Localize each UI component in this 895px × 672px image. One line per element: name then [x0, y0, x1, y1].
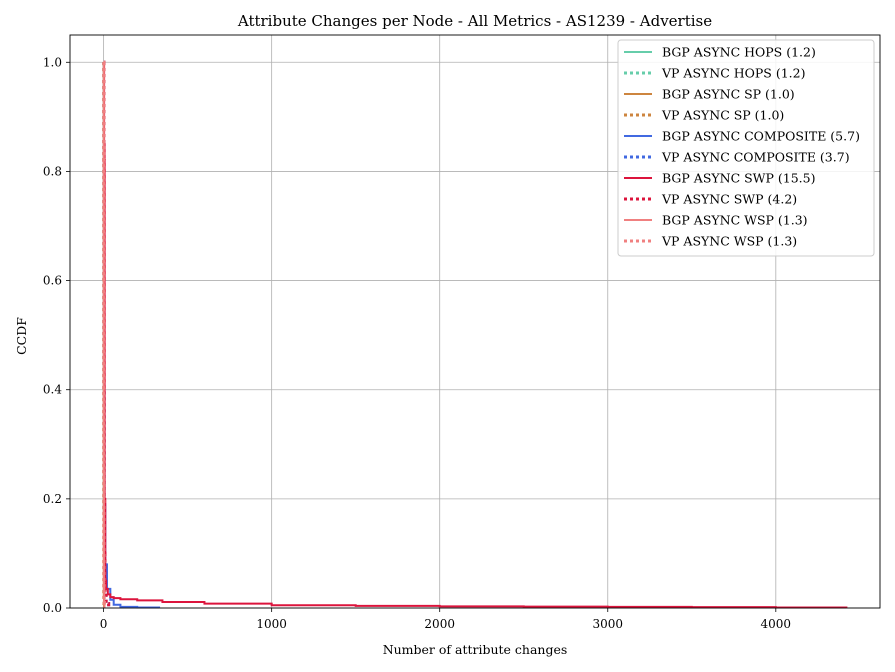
- x-tick-label: 0: [100, 617, 108, 631]
- y-tick-label: 0.0: [43, 601, 62, 615]
- legend-label: VP ASYNC COMPOSITE (3.7): [661, 150, 850, 165]
- legend-label: BGP ASYNC SWP (15.5): [662, 171, 816, 186]
- x-tick-label: 1000: [256, 617, 287, 631]
- series-line-10: [102, 60, 106, 608]
- x-ticks: 0 1000 2000 3000 4000: [100, 608, 791, 631]
- legend-label: BGP ASYNC SP (1.0): [662, 87, 795, 102]
- legend-box: [617, 39, 875, 257]
- series-line-7: [103, 61, 848, 609]
- legend-label: VP ASYNC SP (1.0): [661, 108, 784, 123]
- legend-label: BGP ASYNC WSP (1.3): [662, 213, 808, 228]
- legend-label: VP ASYNC HOPS (1.2): [661, 66, 805, 81]
- x-axis-label: Number of attribute changes: [383, 642, 568, 657]
- series-line-5: [102, 61, 161, 609]
- legend-label: VP ASYNC WSP (1.3): [661, 234, 797, 249]
- y-tick-label: 0.8: [43, 164, 62, 178]
- legend-label: VP ASYNC SWP (4.2): [661, 192, 797, 207]
- series-layer: [102, 60, 848, 609]
- y-tick-label: 0.6: [43, 274, 62, 288]
- y-ticks: 0.0 0.2 0.4 0.6 0.8 1.0: [43, 55, 70, 615]
- legend-label: BGP ASYNC HOPS (1.2): [662, 45, 816, 60]
- x-tick-label: 2000: [424, 617, 455, 631]
- plot-frame: [69, 34, 881, 609]
- legend-label: BGP ASYNC COMPOSITE (5.7): [662, 129, 860, 144]
- x-tick-label: 4000: [761, 617, 792, 631]
- y-tick-label: 0.4: [43, 383, 62, 397]
- chart-title: Attribute Changes per Node - All Metrics…: [237, 12, 712, 30]
- legend: BGP ASYNC HOPS (1.2) VP ASYNC HOPS (1.2) B…: [617, 39, 875, 257]
- y-axis-label: CCDF: [14, 317, 29, 355]
- x-tick-label: 3000: [592, 617, 623, 631]
- y-tick-label: 1.0: [43, 55, 62, 69]
- y-tick-label: 0.2: [43, 492, 62, 506]
